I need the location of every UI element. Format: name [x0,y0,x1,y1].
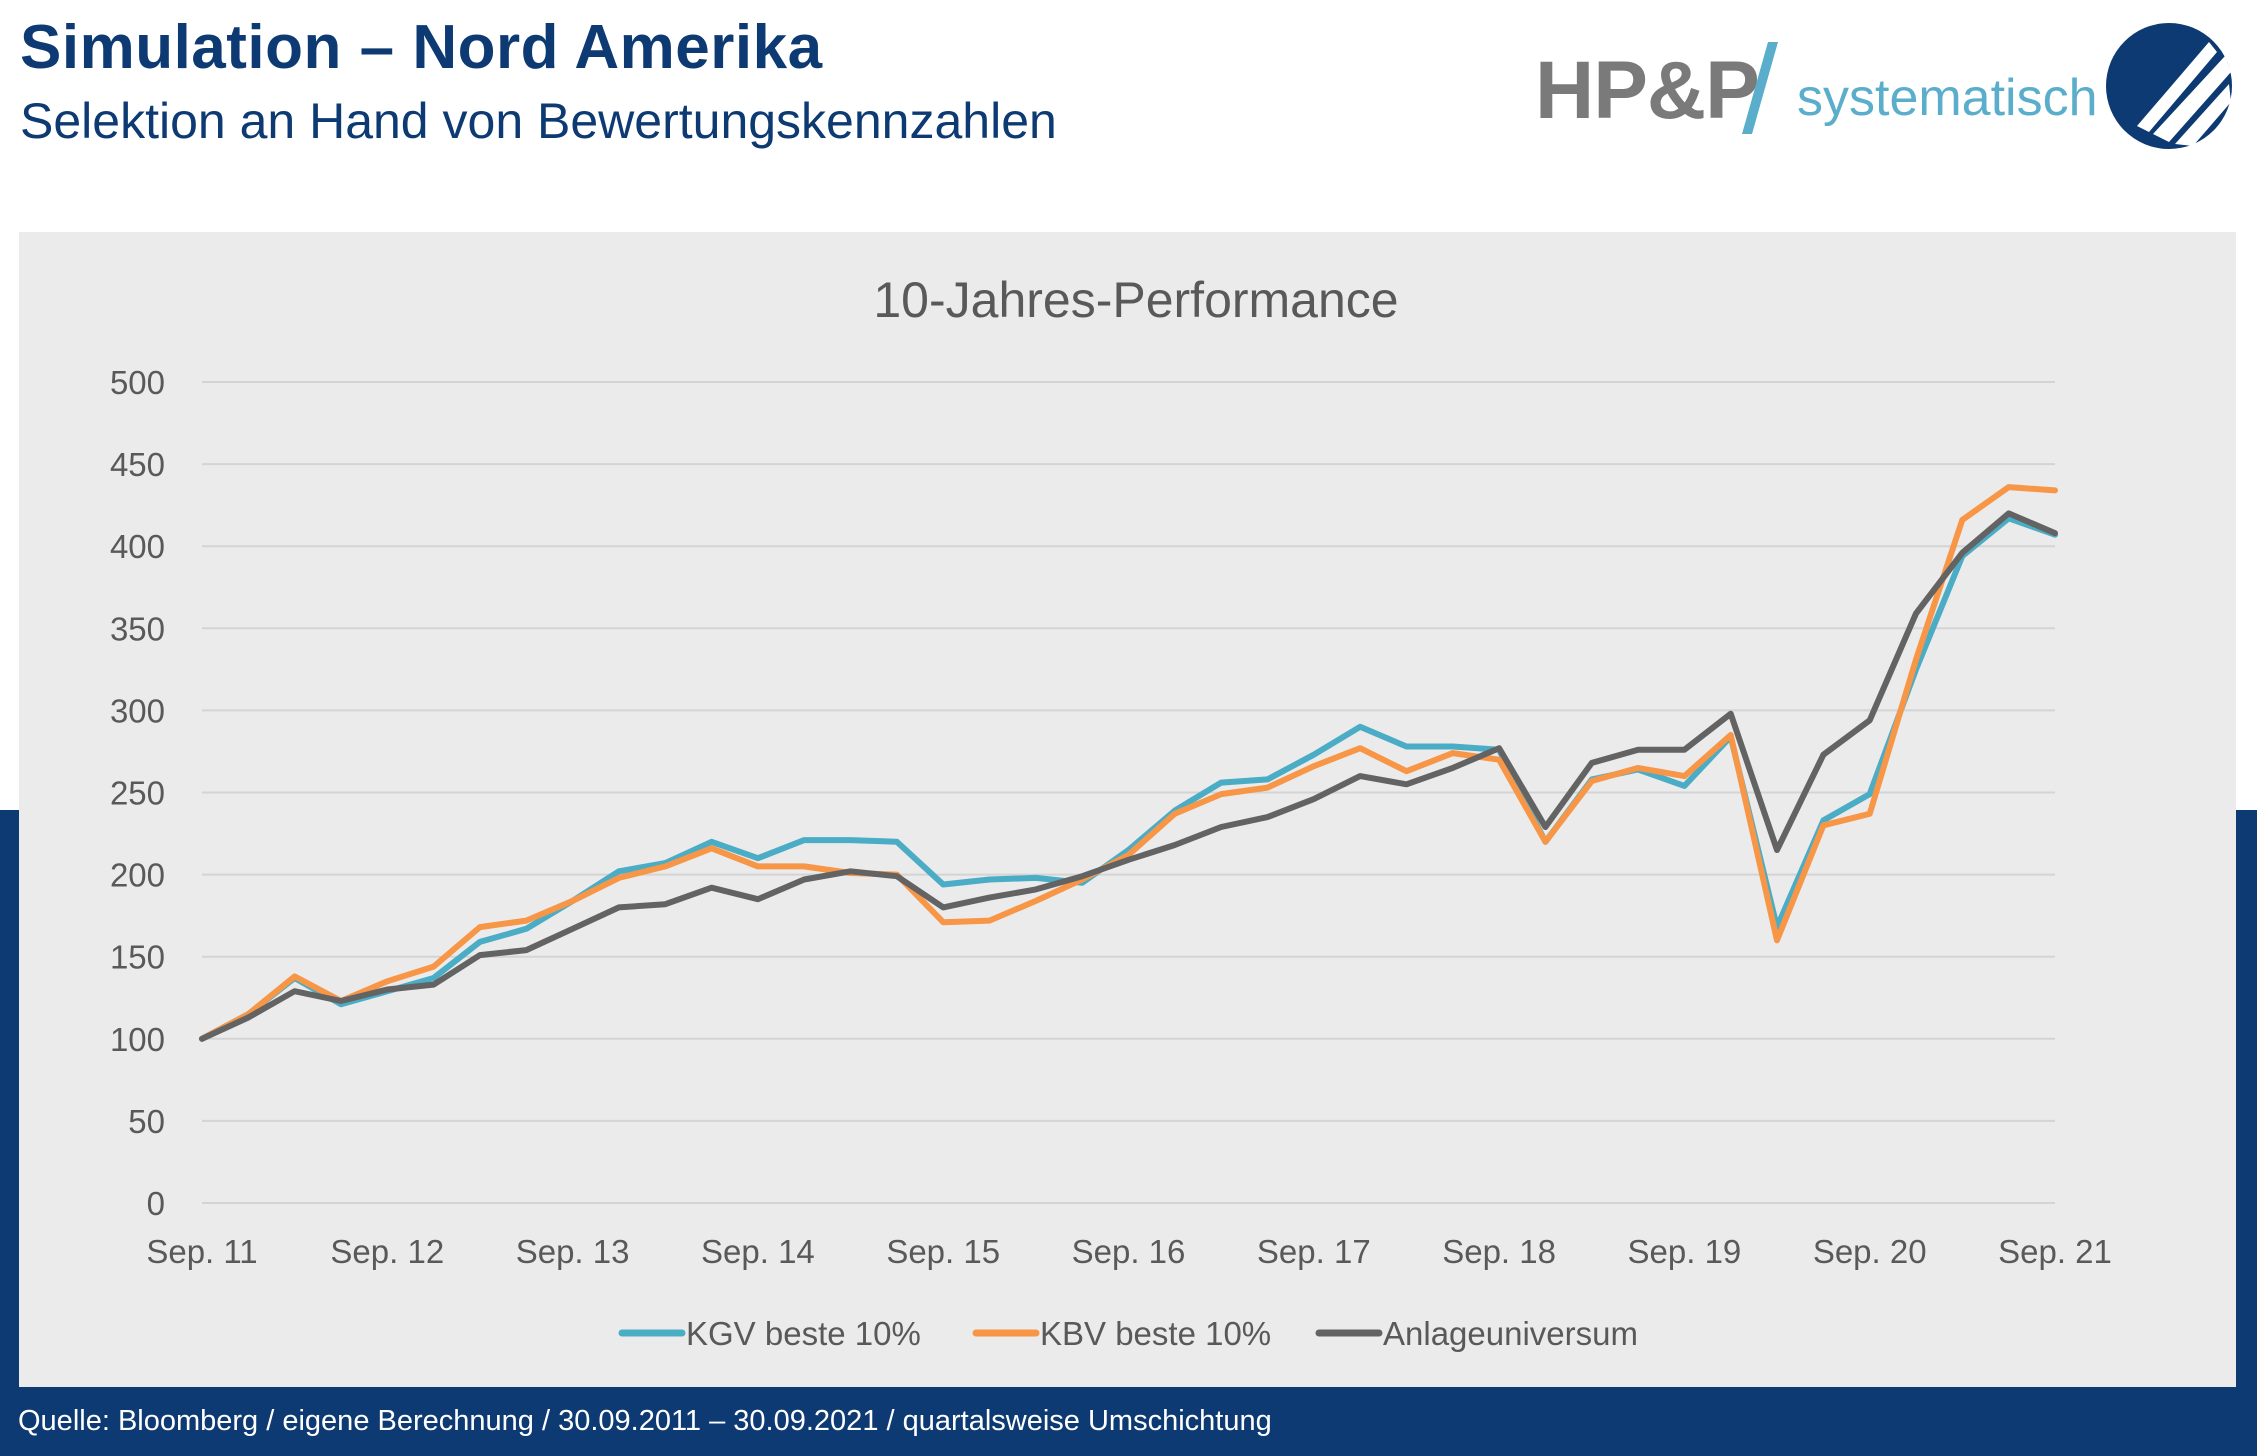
page-subtitle: Selektion an Hand von Bewertungskennzahl… [20,93,1057,149]
source-note: Quelle: Bloomberg / eigene Berechnung / … [18,1405,1272,1437]
hpp-circle-logo-icon [2106,23,2232,149]
chart-panel: 10-Jahres-Performance 0 50 100 150 200 250 300… [19,232,2236,1387]
x-tick-label: Sep. 16 [1072,1233,1186,1270]
x-tick-label: Sep. 11 [146,1233,257,1270]
y-tick-label: 300 [110,692,165,729]
x-tick-label: Sep. 13 [516,1233,630,1270]
y-tick-label: 500 [110,364,165,401]
x-tick-label: Sep. 19 [1628,1233,1742,1270]
x-tick-label: Sep. 14 [701,1233,815,1270]
y-tick-label: 150 [110,939,165,976]
brand-slash-icon [1742,42,1778,134]
x-tick-label: Sep. 12 [330,1233,444,1270]
x-tick-label: Sep. 18 [1442,1233,1556,1270]
x-tick-label: Sep. 15 [886,1233,1000,1270]
legend-label: KGV beste 10% [686,1315,921,1352]
page-title: Simulation – Nord Amerika [20,13,823,82]
y-tick-label: 400 [110,528,165,565]
series-line-1 [199,515,2058,1042]
performance-chart: 10-Jahres-Performance 0 50 100 150 200 250 300… [110,272,2112,1352]
y-tick-label: 250 [110,775,165,812]
series-line-2 [199,484,2058,1042]
x-tick-label: Sep. 20 [1813,1233,1927,1270]
legend-label: KBV beste 10% [1040,1315,1271,1352]
y-tick-label: 50 [128,1103,165,1140]
x-tick-label: Sep. 21 [1998,1233,2112,1270]
brand-name: HP&P [1535,45,1760,136]
y-tick-label: 450 [110,446,165,483]
y-tick-label: 100 [110,1021,165,1058]
legend-label: Anlageuniversum [1383,1315,1638,1352]
x-tick-label: Sep. 17 [1257,1233,1371,1270]
y-tick-label: 350 [110,610,165,647]
brand-tagline: systematisch [1797,69,2098,127]
chart-title: 10-Jahres-Performance [873,272,1398,328]
y-tick-label: 200 [110,857,165,894]
brand-wordmark: HP&P systematisch [1535,38,2098,148]
series-line-3 [199,510,2058,1042]
y-tick-label: 0 [147,1185,165,1222]
